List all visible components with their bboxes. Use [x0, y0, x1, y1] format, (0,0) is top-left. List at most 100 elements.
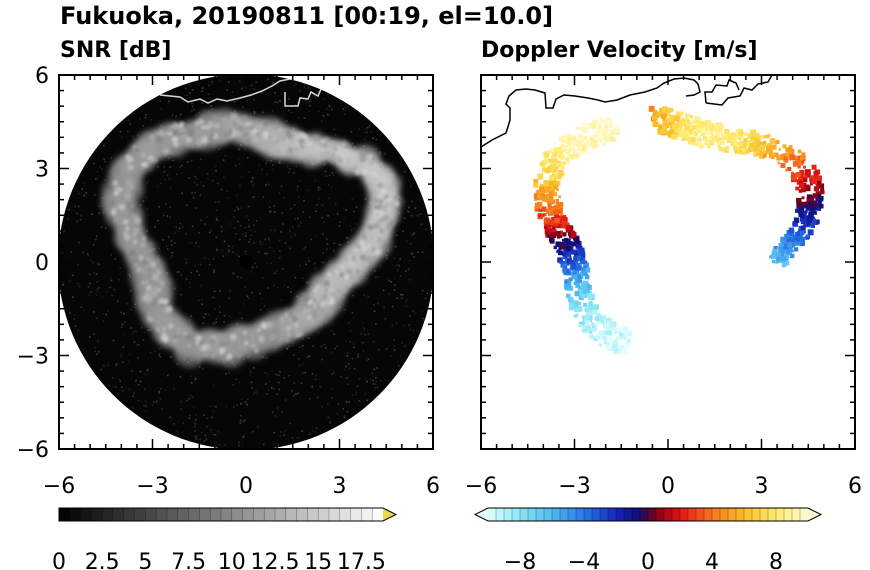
- noise-speck: [170, 165, 173, 168]
- velocity-pixel: [581, 315, 587, 320]
- noise-speck: [345, 209, 348, 211]
- velocity-pixel: [783, 243, 790, 250]
- noise-speck: [241, 106, 244, 108]
- echo-speck: [388, 196, 393, 202]
- velocity-pixel: [548, 205, 552, 209]
- noise-speck: [179, 113, 182, 116]
- noise-speck: [180, 172, 183, 175]
- noise-speck: [269, 311, 272, 313]
- noise-speck: [143, 388, 146, 390]
- noise-speck: [407, 211, 410, 213]
- velocity-pixel: [567, 231, 573, 237]
- noise-speck: [201, 87, 204, 89]
- velocity-pixel: [714, 126, 719, 131]
- velocity-pixel: [689, 128, 692, 131]
- noise-speck: [232, 251, 234, 254]
- velocity-pixel: [811, 201, 816, 206]
- noise-speck: [208, 313, 211, 316]
- noise-speck: [343, 416, 346, 419]
- echo-speck: [281, 325, 288, 332]
- echo-speck: [275, 149, 280, 155]
- noise-speck: [287, 286, 289, 289]
- noise-speck: [317, 110, 320, 113]
- noise-speck: [212, 296, 215, 299]
- noise-speck: [394, 284, 396, 286]
- noise-speck: [183, 101, 185, 103]
- velocity-pixel: [587, 124, 592, 129]
- velocity-pixel: [563, 249, 569, 255]
- noise-speck: [268, 206, 271, 208]
- noise-speck: [331, 352, 334, 355]
- velocity-pixel: [800, 203, 806, 209]
- noise-speck: [271, 168, 274, 171]
- noise-speck: [179, 222, 182, 225]
- echo-speck: [128, 160, 135, 167]
- noise-speck: [201, 303, 204, 306]
- velocity-pixel: [761, 146, 765, 151]
- noise-speck: [218, 305, 221, 308]
- colorbar-segment: [496, 508, 505, 521]
- velocity-pixel: [544, 182, 549, 188]
- noise-speck: [215, 236, 218, 239]
- noise-speck: [103, 312, 105, 315]
- noise-speck: [204, 257, 206, 259]
- noise-speck: [185, 278, 188, 280]
- noise-speck: [339, 221, 342, 223]
- noise-speck: [378, 151, 381, 153]
- velocity-pixel: [709, 130, 714, 134]
- noise-speck: [69, 312, 71, 314]
- noise-speck: [342, 408, 345, 410]
- noise-speck: [158, 205, 160, 208]
- noise-speck: [427, 292, 429, 294]
- echo-speck: [187, 343, 192, 348]
- velocity-pixel: [802, 177, 808, 183]
- velocity-pixel: [782, 144, 787, 149]
- noise-speck: [347, 241, 349, 244]
- noise-speck: [129, 289, 132, 292]
- echo-speck: [269, 335, 276, 341]
- echo-speck: [359, 151, 366, 159]
- velocity-pixel: [550, 196, 554, 200]
- velocity-pixel: [798, 160, 804, 166]
- noise-speck: [132, 407, 134, 409]
- noise-speck: [142, 125, 144, 127]
- velocity-pixel: [565, 225, 571, 231]
- velocity-pixel: [575, 239, 579, 243]
- noise-speck: [372, 304, 375, 306]
- noise-speck: [171, 114, 174, 116]
- echo-speck: [224, 132, 228, 137]
- noise-speck: [307, 86, 310, 89]
- noise-speck: [146, 368, 149, 371]
- noise-speck: [135, 344, 138, 347]
- echo-speck: [383, 200, 388, 204]
- noise-speck: [413, 256, 416, 258]
- noise-speck: [169, 187, 172, 190]
- noise-speck: [409, 242, 412, 245]
- velocity-pixel: [772, 248, 778, 254]
- velocity-pixel: [747, 140, 753, 146]
- noise-speck: [169, 216, 171, 219]
- echo-speck: [346, 255, 354, 263]
- velocity-pixel: [558, 195, 561, 199]
- noise-speck: [276, 407, 279, 409]
- velocity-pixel: [571, 304, 575, 308]
- velocity-pixel: [573, 267, 579, 274]
- echo-speck: [353, 166, 358, 170]
- figure-title: Fukuoka, 20190811 [00:19, el=10.0]: [60, 2, 553, 30]
- noise-speck: [123, 321, 126, 323]
- velocity-pixel: [734, 149, 738, 154]
- velocity-pixel: [598, 130, 603, 135]
- noise-speck: [202, 185, 205, 187]
- velocity-pixel: [716, 122, 723, 129]
- colorbar-segment: [329, 508, 341, 521]
- noise-speck: [97, 177, 100, 180]
- noise-speck: [120, 311, 123, 314]
- noise-speck: [314, 267, 316, 270]
- colorbar-segment: [59, 508, 71, 521]
- noise-speck: [315, 374, 317, 377]
- velocity-pixel: [553, 217, 560, 224]
- velocity-pixel: [793, 247, 799, 252]
- noise-speck: [223, 321, 225, 323]
- noise-speck: [305, 263, 308, 266]
- noise-speck: [137, 400, 140, 402]
